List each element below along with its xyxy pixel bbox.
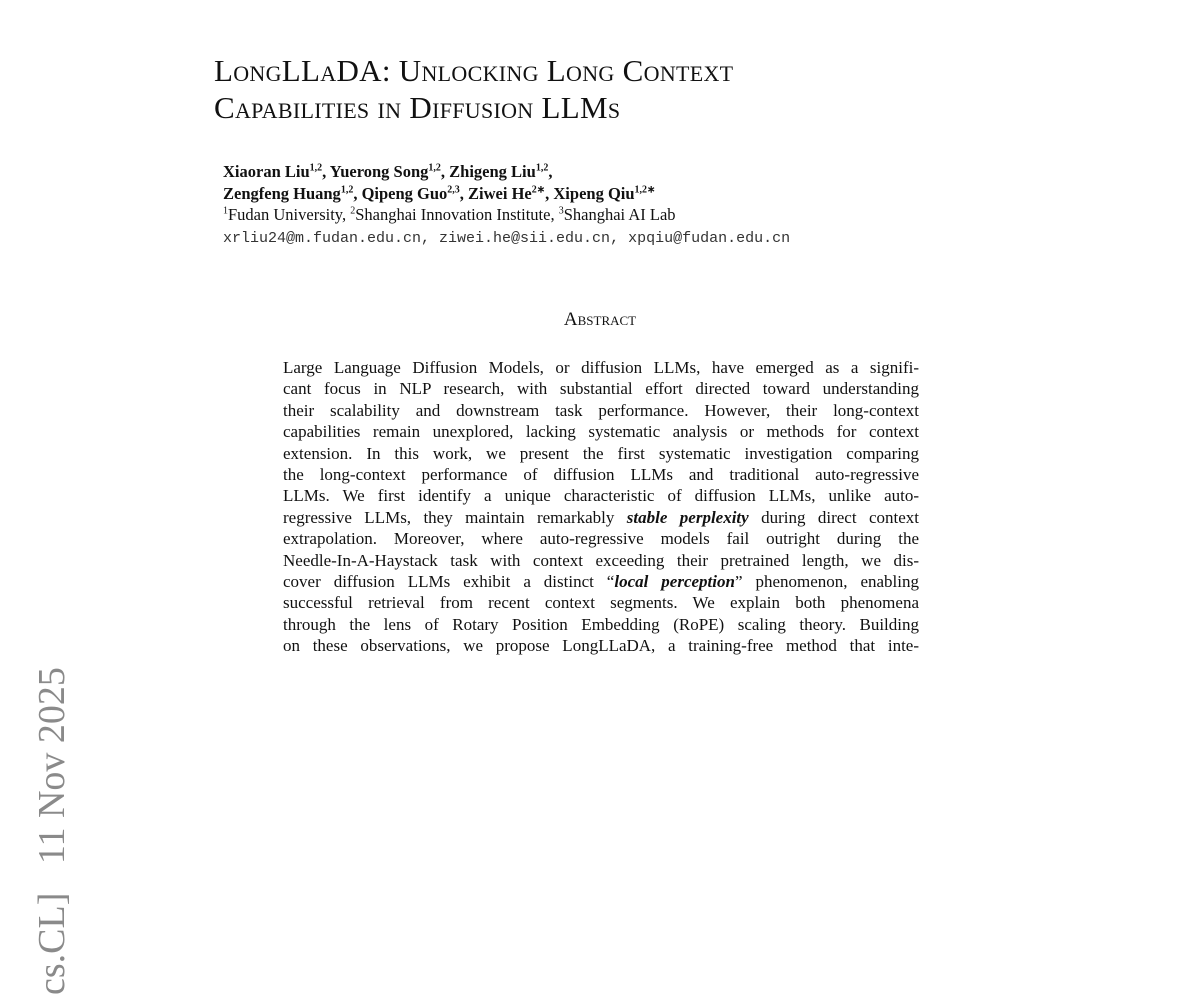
abstract-line: their scalability and downstream task pe… xyxy=(283,400,919,421)
text-run: extrapolation. Moreover, where auto-regr… xyxy=(283,529,919,549)
abstract-body: Large Language Diffusion Models, or diff… xyxy=(283,357,919,656)
author-name: Ziwei He xyxy=(468,183,532,203)
separator: , xyxy=(545,183,554,203)
author-name: Zengfeng Huang xyxy=(223,183,341,203)
author-name: Zhigeng Liu xyxy=(449,162,536,181)
text-run: cover diffusion LLMs exhibit a distinct … xyxy=(283,571,615,591)
affiliations: 1Fudan University, 2Shanghai Innovation … xyxy=(223,204,790,226)
abstract-line: Needle-In-A-Haystack task with context e… xyxy=(283,550,919,571)
text-run: through the lens of Rotary Position Embe… xyxy=(283,614,919,634)
text-run: successful retrieval from recent context… xyxy=(283,593,919,613)
abstract-line: successful retrieval from recent context… xyxy=(283,592,919,613)
separator: , xyxy=(459,183,469,203)
abstract-line: the long-context performance of diffusio… xyxy=(283,464,919,485)
author-line-1: Xiaoran Liu1,2, Yuerong Song1,2, Zhigeng… xyxy=(223,161,790,183)
abstract-line: cant focus in NLP research, with substan… xyxy=(283,378,919,399)
author-affiliation-mark: 2,3 xyxy=(447,184,460,195)
author-affiliation-mark: 1,2 xyxy=(428,162,441,174)
abstract-line: capabilities remain unexplored, lacking … xyxy=(283,421,919,442)
affiliation-mark: 3 xyxy=(558,205,564,217)
author-name: Qipeng Guo xyxy=(361,183,448,203)
text-run: their scalability and downstream task pe… xyxy=(283,400,919,420)
author-affiliation-mark: 1,2 xyxy=(340,184,354,195)
title-line-2: Capabilities in Diffusion LLMs xyxy=(214,90,621,125)
abstract-line: on these observations, we propose LongLL… xyxy=(283,635,919,656)
affiliation-name: Shanghai AI Lab xyxy=(563,205,676,224)
affiliation-mark: 2 xyxy=(350,205,356,217)
abstract-heading: Abstract xyxy=(563,309,637,330)
text-run: extension. In this work, we present the … xyxy=(283,443,919,463)
text-run: cant focus in NLP research, with substan… xyxy=(283,379,919,399)
text-run: regressive LLMs, they maintain remarkabl… xyxy=(283,507,627,527)
abstract-line: through the lens of Rotary Position Embe… xyxy=(283,614,919,635)
text-run: LLMs. We first identify a unique charact… xyxy=(283,486,919,506)
title-line-1: LongLLaDA: Unlocking Long Context xyxy=(214,53,734,88)
separator: , xyxy=(322,162,330,181)
affiliation-mark: 1 xyxy=(223,205,228,217)
text-run: on these observations, we propose LongLL… xyxy=(283,636,919,656)
abstract-line: regressive LLMs, they maintain remarkabl… xyxy=(283,507,919,528)
author-affiliation-mark: 1,2 xyxy=(535,162,549,174)
separator: , xyxy=(353,183,362,203)
text-run: the long-context performance of diffusio… xyxy=(283,464,919,484)
author-block: Xiaoran Liu1,2, Yuerong Song1,2, Zhigeng… xyxy=(223,161,790,249)
text-run: Needle-In-A-Haystack task with context e… xyxy=(283,550,919,570)
author-affiliation-mark: 1,2 xyxy=(309,162,323,174)
text-run: Large Language Diffusion Models, or diff… xyxy=(283,358,919,377)
emphasis: local perception xyxy=(614,571,735,591)
abstract-line: extension. In this work, we present the … xyxy=(283,443,919,464)
emphasis: stable perplexity xyxy=(626,507,749,527)
abstract-line: LLMs. We first identify a unique charact… xyxy=(283,485,919,506)
author-affiliation-mark: 2∗ xyxy=(531,184,546,195)
affiliation-name: Shanghai Innovation Institute, xyxy=(355,205,559,224)
author-line-2: Zengfeng Huang1,2, Qipeng Guo2,3, Ziwei … xyxy=(223,183,790,205)
text-run: capabilities remain unexplored, lacking … xyxy=(283,422,919,442)
author-affiliation-mark: 1,2∗ xyxy=(634,184,656,195)
paper-title: LongLLaDA: Unlocking Long Context Capabi… xyxy=(214,52,733,126)
abstract-line: cover diffusion LLMs exhibit a distinct … xyxy=(283,571,919,592)
author-name: Xiaoran Liu xyxy=(223,162,310,181)
abstract-line: Large Language Diffusion Models, or diff… xyxy=(283,357,919,378)
text-run: during direct context xyxy=(748,507,919,527)
author-name: Xipeng Qiu xyxy=(553,183,635,203)
arxiv-identifier-stamp: cs.CL] 11 Nov 2025 xyxy=(31,667,73,995)
separator: , xyxy=(548,162,553,181)
abstract-line: extrapolation. Moreover, where auto-regr… xyxy=(283,528,919,549)
text-run: ” phenomenon, enabling xyxy=(734,571,919,591)
separator: , xyxy=(440,162,450,181)
author-name: Yuerong Song xyxy=(329,162,429,181)
author-emails: xrliu24@m.fudan.edu.cn, ziwei.he@sii.edu… xyxy=(223,229,791,247)
affiliation-name: Fudan University, xyxy=(228,205,351,224)
